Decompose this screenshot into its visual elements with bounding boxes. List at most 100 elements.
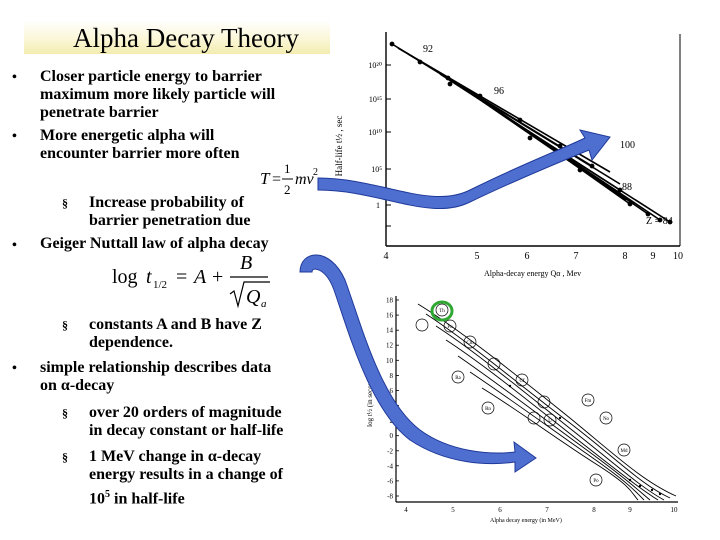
sub-bullet-marker: §: [62, 196, 68, 210]
bottom-ytick: 0: [390, 432, 394, 440]
bottom-half-life-figure: log t½ (in seconds) 181614121086420-2-4-…: [360, 290, 690, 530]
bottom-tag: Md: [621, 449, 628, 454]
bullet-marker: •: [12, 238, 17, 253]
bottom-tag: U: [548, 419, 552, 424]
bottom-ytick: 18: [386, 297, 394, 305]
bullet-4-sub-2-line-2: energy results in a change of: [89, 466, 283, 483]
top-ylabel: Half-life t½ , sec: [334, 116, 344, 177]
eq-sup: 2: [313, 167, 318, 178]
bullet-marker: •: [12, 70, 17, 85]
eq-t: t: [146, 266, 152, 288]
bottom-xtick: 5: [451, 506, 455, 514]
bottom-ytick: 12: [386, 342, 394, 350]
bottom-tag: Th: [439, 309, 445, 314]
bottom-ytick: -2: [387, 447, 393, 455]
slide-title: Alpha Decay Theory: [73, 23, 299, 53]
eq-B: B: [240, 252, 252, 274]
top-xlabel: Alpha-decay energy Qα , Mev: [484, 269, 581, 278]
eq-den: 2: [284, 182, 291, 197]
bullet-1-line-2: maximum more likely particle will: [40, 86, 276, 103]
bottom-ytick: -6: [387, 477, 393, 485]
bullet-1-line-1: Closer particle energy to barrier: [40, 68, 262, 85]
top-label-88: 88: [622, 182, 632, 193]
bottom-ytick: 6: [390, 387, 394, 395]
bottom-tag: Cf: [520, 379, 525, 384]
bottom-ytick: 10: [386, 357, 394, 365]
title-banner: Alpha Decay Theory: [24, 20, 348, 54]
bullet-2-sub-line-2: barrier penetration due: [89, 212, 251, 229]
top-ytick: 10²⁰: [368, 61, 382, 70]
arrow-kinetic-to-top: [317, 129, 611, 210]
eq-log: log: [112, 266, 138, 288]
bottom-ylabel: log t½ (in seconds): [366, 373, 374, 427]
top-label-92: 92: [423, 44, 433, 55]
bullet-2-line-2: encounter barrier more often: [40, 145, 240, 162]
top-xtick: 8: [623, 251, 628, 262]
bottom-xtick: 10: [671, 506, 679, 514]
eq-equals: =: [272, 171, 281, 188]
top-xtick: 6: [525, 251, 530, 262]
bullet-2-sub-line-1: Increase probability of: [89, 194, 244, 211]
bottom-xtick: 8: [592, 506, 596, 514]
bullet-3-line-1: Geiger Nuttall law of alpha decay: [40, 235, 269, 252]
bottom-tag: Cm: [466, 341, 473, 346]
bullet-3-sub-line-2: dependence.: [89, 334, 173, 351]
eq-equals: =: [176, 266, 187, 288]
top-ytick: 1: [376, 201, 380, 210]
bullet-3-sub-line-1: constants A and B have Z: [89, 316, 262, 333]
bottom-xlabel: Alpha decay energy (in MeV): [490, 517, 562, 524]
bullet-1-line-3: penetrate barrier: [40, 104, 159, 121]
sub-bullet-marker: §: [62, 450, 68, 464]
bottom-ytick: 8: [390, 372, 394, 380]
bullet-marker: •: [12, 361, 17, 376]
geiger-nuttall-equation: log t 1/2 = A + B Q a: [112, 252, 270, 310]
sub-bullet-marker: §: [62, 406, 68, 420]
top-ytick: 10¹⁵: [369, 95, 382, 104]
bottom-xtick: 9: [628, 506, 632, 514]
bottom-tag: Rn: [485, 407, 491, 412]
bullet-4-sub-2-line-3: 105 in half-life: [89, 489, 185, 508]
top-xtick: 9: [651, 251, 656, 262]
top-label-96: 96: [494, 86, 504, 97]
bottom-tag: Pu: [447, 325, 453, 330]
top-xtick: 5: [475, 251, 480, 262]
top-label-100: 100: [620, 140, 635, 151]
bottom-tag: Ra: [455, 376, 461, 381]
bullet-marker: •: [12, 129, 17, 144]
bottom-xtick: 7: [545, 506, 549, 514]
bullet-4-sub-1-line-1: over 20 orders of magnitude: [89, 404, 282, 421]
bullet-4-line-2: on α-decay: [40, 377, 115, 394]
eq-Q-sub: a: [261, 298, 267, 310]
bottom-ytick: -8: [387, 493, 393, 501]
arrow-geiger-to-bottom: [299, 254, 537, 473]
eq-plus: +: [212, 266, 223, 288]
top-ytick: 10¹⁰: [368, 128, 382, 137]
bottom-ytick: 16: [386, 312, 394, 320]
bottom-xtick: 4: [404, 506, 408, 514]
top-ytick: 10⁵: [371, 165, 382, 174]
top-half-life-figure: Half-life t½ , sec 10²⁰ 10¹⁵ 10¹⁰ 10⁵ 1 …: [330, 14, 690, 284]
bullet-4-sub-1-line-2: in decay constant or half-life: [89, 422, 284, 439]
bottom-tag: Fm: [585, 399, 592, 404]
highlight-circle: [430, 300, 454, 322]
top-xtick: 7: [574, 251, 579, 262]
eq-rhs: mv: [295, 171, 315, 188]
eq-num: 1: [284, 161, 291, 176]
sub-bullet-marker: §: [62, 318, 68, 332]
bullet-4-sub-2-line-1: 1 MeV change in α-decay: [89, 448, 262, 465]
eq-lhs: T: [260, 169, 271, 188]
eq-Q: Q: [246, 286, 261, 308]
top-xtick: 4: [384, 251, 389, 262]
top-label-z84: Z = 84: [646, 216, 673, 227]
top-xtick: 10: [673, 251, 683, 262]
bullet-4-line-1: simple relationship describes data: [40, 359, 272, 376]
eq-A: A: [192, 266, 207, 288]
bottom-ytick: 14: [386, 327, 394, 335]
eq-t-sub: 1/2: [153, 279, 167, 291]
kinetic-energy-equation: T = 1 2 mv 2: [260, 161, 318, 197]
bottom-xtick: 6: [498, 506, 502, 514]
bottom-ytick: -4: [387, 462, 393, 470]
bullet-2-line-1: More energetic alpha will: [40, 127, 215, 144]
bottom-tag: No: [603, 417, 610, 422]
